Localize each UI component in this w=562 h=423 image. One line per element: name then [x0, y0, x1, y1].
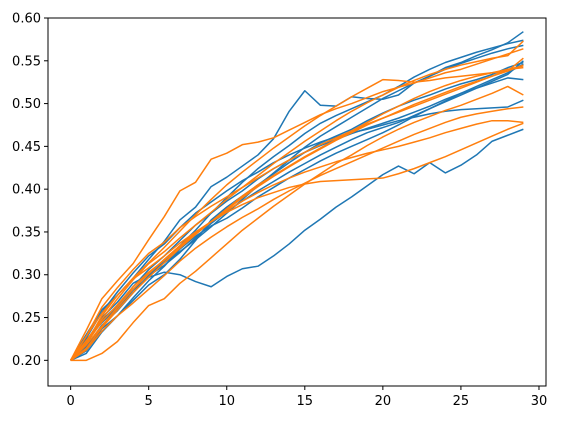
x-tick-label: 20 [375, 394, 392, 409]
x-tick-label: 0 [66, 394, 74, 409]
series-line-18 [70, 40, 524, 361]
series-line-9 [69, 48, 524, 361]
x-tick-label: 10 [218, 394, 235, 409]
series-line-11 [70, 85, 524, 362]
series-line-8 [70, 60, 524, 361]
y-tick-label: 0.50 [12, 97, 41, 112]
y-tick-label: 0.55 [12, 54, 41, 69]
series-line-5 [70, 99, 524, 361]
x-tick-label: 5 [145, 394, 153, 409]
series-line-2 [69, 31, 524, 361]
series-line-17 [70, 57, 524, 361]
plot-frame [47, 17, 547, 387]
y-tick-label: 0.35 [12, 225, 41, 240]
y-axis: 0.20 0.25 0.30 0.35 0.40 0.45 0.50 0.55 0.60 [12, 12, 48, 369]
y-tick-label: 0.40 [12, 183, 41, 198]
series-line-6 [70, 63, 524, 362]
series-line-12 [70, 66, 524, 361]
series-line-3 [70, 61, 524, 361]
x-tick-label: 15 [297, 394, 314, 409]
x-tick-label: 25 [453, 394, 470, 409]
series-line-13 [70, 106, 524, 361]
y-tick-label: 0.30 [12, 268, 41, 283]
series-line-10 [70, 122, 524, 361]
y-tick-label: 0.45 [12, 140, 41, 155]
series-line-1 [70, 128, 524, 361]
y-tick-label: 0.25 [12, 311, 41, 326]
x-axis: 0 5 10 15 20 25 30 [66, 386, 547, 409]
y-tick-label: 0.20 [12, 354, 41, 369]
x-tick-label: 30 [531, 394, 548, 409]
series-line-0 [70, 44, 524, 361]
series-line-15 [70, 119, 524, 361]
series-layer [69, 31, 524, 362]
y-tick-label: 0.60 [12, 12, 41, 27]
series-line-7 [70, 77, 524, 361]
